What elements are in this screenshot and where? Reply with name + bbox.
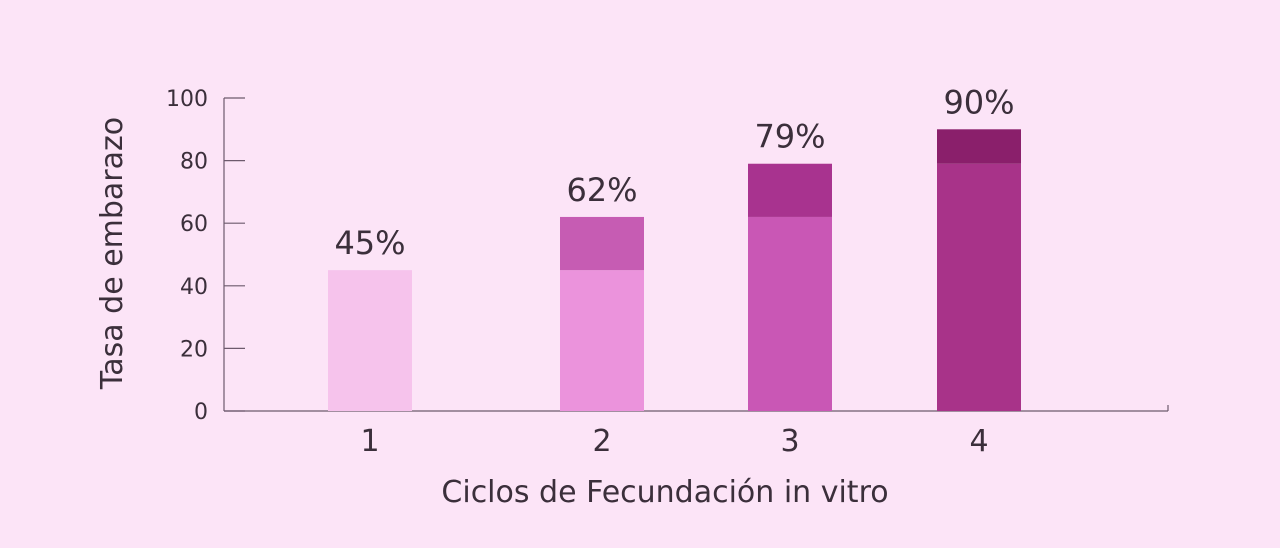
bars: [328, 129, 1021, 411]
bar-1: [328, 270, 412, 411]
bar-segment: [560, 216, 644, 271]
y-tick-label: 0: [194, 400, 208, 425]
bar-3: [748, 163, 832, 411]
y-tick-label: 20: [180, 337, 208, 362]
y-axis-title: Tasa de embarazo: [95, 117, 130, 390]
y-tick-label: 80: [180, 150, 208, 175]
data-label: 90%: [943, 83, 1014, 121]
data-label: 79%: [754, 118, 825, 156]
data-labels: 45% 62% 79% 90%: [334, 83, 1014, 262]
x-axis-title: Ciclos de Fecundación in vitro: [441, 475, 888, 510]
bar-segment: [328, 270, 412, 411]
bar-segment: [937, 163, 1021, 411]
bar-segment: [748, 216, 832, 411]
y-tick-label: 40: [180, 275, 208, 300]
x-tick-label: 4: [969, 424, 988, 459]
x-tick-label: 1: [360, 424, 379, 459]
y-tick-label: 60: [180, 212, 208, 237]
y-tick-label: 100: [166, 87, 208, 112]
bar-segment: [937, 129, 1021, 164]
bar-4: [937, 129, 1021, 411]
x-tick-label: 2: [592, 424, 611, 459]
y-axis: 0 20 40 60 80 100: [166, 87, 245, 425]
bar-segment: [560, 270, 644, 411]
bar-2: [560, 216, 644, 411]
data-label: 45%: [334, 224, 405, 262]
data-label: 62%: [566, 171, 637, 209]
x-axis: 1 2 3 4: [224, 405, 1169, 459]
x-tick-label: 3: [780, 424, 799, 459]
bar-segment: [748, 163, 832, 217]
